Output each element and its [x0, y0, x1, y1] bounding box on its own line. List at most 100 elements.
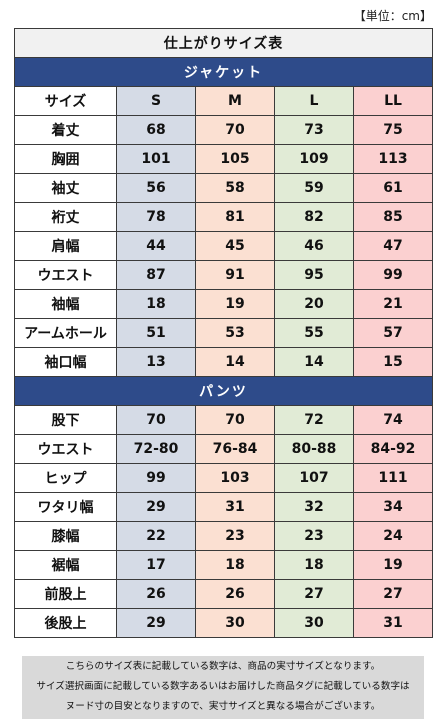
size-value-ll: 31 [352, 608, 434, 638]
size-header-label: サイズ [14, 86, 117, 116]
size-value-s: 87 [116, 260, 196, 290]
size-header-row: サイズ S M L LL [14, 86, 434, 116]
row-label: ウエスト [14, 434, 117, 464]
jacket-row: アームホール 51 53 55 57 [14, 318, 434, 348]
size-value-ll: 57 [352, 318, 434, 348]
size-value-ll: 74 [352, 405, 434, 435]
size-value-m: 26 [195, 579, 275, 609]
jacket-section-title: ジャケット [13, 57, 434, 87]
size-value-ll: 85 [352, 202, 434, 232]
pants-section-row: パンツ [13, 376, 434, 406]
note-line: ヌード寸の目安となりますので、実寸サイズと異なる場合がございます。 [65, 701, 381, 712]
row-label: ウエスト [14, 260, 117, 290]
size-value-l: 107 [274, 463, 354, 493]
size-value-l: 27 [274, 579, 354, 609]
pants-row: 膝幅 22 23 23 24 [14, 521, 434, 551]
row-label: 膝幅 [14, 521, 117, 551]
size-value-s: 78 [116, 202, 196, 232]
row-label: 裾幅 [14, 550, 117, 580]
chart-title: 仕上がりサイズ表 [13, 28, 434, 58]
note-line: こちらのサイズ表に記載している数字は、商品の実寸サイズとなります。 [65, 661, 381, 672]
row-label: ワタリ幅 [14, 492, 117, 522]
size-value-s: 13 [116, 347, 196, 377]
size-value-s: 18 [116, 289, 196, 319]
size-value-m: 76-84 [195, 434, 275, 464]
row-label: 胸囲 [14, 144, 117, 174]
size-value-m: 18 [195, 550, 275, 580]
size-header-m: M [195, 86, 275, 116]
size-value-l: 80-88 [274, 434, 354, 464]
size-value-s: 29 [116, 608, 196, 638]
row-label: アームホール [14, 318, 117, 348]
jacket-row: 肩幅 44 45 46 47 [14, 231, 434, 261]
size-value-s: 70 [116, 405, 196, 435]
size-header-s: S [116, 86, 196, 116]
jacket-row: 袖口幅 13 14 14 15 [14, 347, 434, 377]
size-value-s: 101 [116, 144, 196, 174]
size-value-m: 58 [195, 173, 275, 203]
size-chart-table: 仕上がりサイズ表 ジャケット サイズ S M L LL 着丈 68 70 73 75 胸囲… [13, 28, 434, 638]
size-value-s: 99 [116, 463, 196, 493]
size-value-m: 103 [195, 463, 275, 493]
size-value-m: 45 [195, 231, 275, 261]
size-value-m: 31 [195, 492, 275, 522]
size-value-ll: 75 [352, 115, 434, 145]
size-value-s: 29 [116, 492, 196, 522]
size-value-l: 55 [274, 318, 354, 348]
jacket-row: 袖幅 18 19 20 21 [14, 289, 434, 319]
jacket-section-row: ジャケット [13, 57, 434, 87]
size-value-ll: 84-92 [352, 434, 434, 464]
row-label: 袖幅 [14, 289, 117, 319]
size-value-l: 95 [274, 260, 354, 290]
jacket-row: 裄丈 78 81 82 85 [14, 202, 434, 232]
size-value-ll: 99 [352, 260, 434, 290]
pants-row: 股下 70 70 72 74 [14, 405, 434, 435]
size-value-m: 91 [195, 260, 275, 290]
size-value-ll: 47 [352, 231, 434, 261]
size-value-l: 72 [274, 405, 354, 435]
size-value-s: 56 [116, 173, 196, 203]
size-value-s: 51 [116, 318, 196, 348]
row-label: 袖口幅 [14, 347, 117, 377]
size-value-ll: 34 [352, 492, 434, 522]
unit-label: 【単位：cm】 [353, 9, 432, 23]
size-header-ll: LL [352, 86, 434, 116]
row-label: 股下 [14, 405, 117, 435]
size-value-ll: 113 [352, 144, 434, 174]
row-label: 前股上 [14, 579, 117, 609]
size-value-ll: 21 [352, 289, 434, 319]
size-value-l: 46 [274, 231, 354, 261]
size-value-s: 72-80 [116, 434, 196, 464]
size-value-l: 18 [274, 550, 354, 580]
pants-row: 裾幅 17 18 18 19 [14, 550, 434, 580]
size-value-s: 17 [116, 550, 196, 580]
size-note: こちらのサイズ表に記載している数字は、商品の実寸サイズとなります。 サイズ選択画… [22, 656, 424, 719]
row-label: 後股上 [14, 608, 117, 638]
size-value-l: 32 [274, 492, 354, 522]
size-value-l: 73 [274, 115, 354, 145]
jacket-row: 袖丈 56 58 59 61 [14, 173, 434, 203]
size-value-ll: 27 [352, 579, 434, 609]
size-value-s: 44 [116, 231, 196, 261]
size-value-l: 30 [274, 608, 354, 638]
size-value-s: 68 [116, 115, 196, 145]
row-label: 肩幅 [14, 231, 117, 261]
size-value-m: 70 [195, 405, 275, 435]
size-value-m: 14 [195, 347, 275, 377]
pants-section-title: パンツ [13, 376, 434, 406]
pants-row: 後股上 29 30 30 31 [14, 608, 434, 638]
row-label: 裄丈 [14, 202, 117, 232]
jacket-row: 胸囲 101 105 109 113 [14, 144, 434, 174]
size-header-l: L [274, 86, 354, 116]
size-value-l: 23 [274, 521, 354, 551]
size-value-s: 22 [116, 521, 196, 551]
size-value-ll: 111 [352, 463, 434, 493]
size-value-s: 26 [116, 579, 196, 609]
size-value-m: 81 [195, 202, 275, 232]
size-value-l: 109 [274, 144, 354, 174]
size-value-l: 20 [274, 289, 354, 319]
title-row: 仕上がりサイズ表 [13, 28, 434, 58]
size-value-ll: 19 [352, 550, 434, 580]
size-chart-body: 仕上がりサイズ表 ジャケット サイズ S M L LL 着丈 68 70 73 75 胸囲… [13, 28, 434, 638]
row-label: 袖丈 [14, 173, 117, 203]
